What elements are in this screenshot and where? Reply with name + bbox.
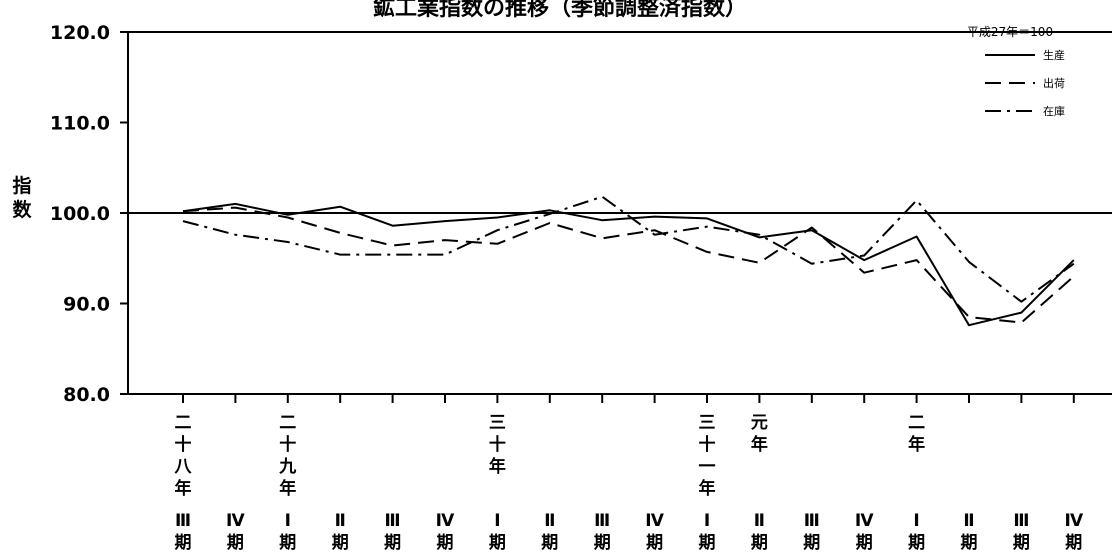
x-label-year-char: 十 (699, 434, 716, 455)
y-tick-label: 100.0 (50, 203, 110, 225)
x-label-year-char: 二 (175, 413, 192, 433)
y-tick-label: 120.0 (50, 22, 110, 44)
x-label-year-char: 元 (751, 413, 768, 433)
x-label-quarter-char: 期 (699, 533, 716, 553)
x-axis-ticks (182, 394, 1075, 403)
x-label-quarter-char: 期 (646, 533, 663, 553)
x-label-year-char: 十 (489, 434, 506, 455)
x-label-quarter-char: 期 (803, 533, 820, 553)
x-label-quarter-char: 期 (961, 533, 978, 553)
x-label-quarter-char: 期 (1013, 533, 1030, 553)
x-label-year-char: 年 (279, 478, 296, 499)
x-label-quarter-char: 期 (489, 533, 506, 553)
x-label-quarter-char: Ⅲ (804, 511, 820, 531)
x-label-quarter-char: Ⅰ (704, 511, 710, 531)
x-label-quarter-char: 期 (1065, 533, 1082, 553)
series-line-3 (182, 195, 1075, 303)
x-label-quarter-char: Ⅱ (754, 511, 765, 531)
chart-title: 鉱工業指数の推移（季節調整済指数） (373, 0, 747, 21)
x-label-quarter-char: Ⅰ (494, 511, 500, 531)
x-label-quarter-char: 期 (384, 533, 401, 553)
x-label-year-char: 年 (175, 478, 192, 499)
legend-label-1: 生産 (1043, 48, 1065, 62)
y-tick-label: 110.0 (50, 113, 110, 135)
x-label-year-char: 年 (489, 456, 506, 477)
series-line-1 (182, 202, 1075, 327)
x-label-quarter-char: Ⅱ (963, 511, 974, 531)
x-label-quarter-char: 期 (279, 533, 296, 553)
x-label-quarter-char: Ⅱ (335, 511, 346, 531)
x-label-quarter-char: Ⅰ (913, 511, 919, 531)
x-label-quarter-char: 期 (437, 533, 454, 553)
x-label-quarter-char: Ⅰ (285, 511, 291, 531)
y-axis-label-char-2: 数 (12, 198, 32, 221)
x-axis-labels: 二十八年Ⅲ期Ⅳ期二十九年Ⅰ期Ⅱ期Ⅲ期Ⅳ期三十年Ⅰ期Ⅱ期Ⅲ期Ⅳ期三十一年Ⅰ期元年Ⅱ… (175, 413, 1084, 553)
x-label-year-char: 一 (699, 457, 716, 477)
x-label-quarter-char: Ⅳ (436, 511, 455, 531)
x-label-year-char: 三 (489, 413, 506, 433)
x-label-quarter-char: 期 (332, 533, 349, 553)
x-label-quarter-char: Ⅱ (544, 511, 555, 531)
x-label-quarter-char: Ⅲ (385, 511, 401, 531)
series-lines (182, 195, 1075, 327)
x-label-year-char: 年 (699, 478, 716, 499)
series-line-2 (182, 206, 1075, 324)
x-label-quarter-char: Ⅳ (1064, 511, 1083, 531)
legend-label-3: 在庫 (1043, 104, 1065, 118)
x-label-year-char: 年 (751, 434, 768, 455)
x-label-year-char: 年 (908, 434, 925, 455)
x-label-quarter-char: 期 (541, 533, 558, 553)
x-label-year-char: 九 (278, 457, 296, 477)
y-tick-label: 80.0 (63, 384, 110, 406)
x-label-year-char: 十 (279, 434, 296, 455)
x-label-quarter-char: Ⅳ (645, 511, 664, 531)
x-label-year-char: 十 (175, 434, 192, 455)
y-axis-label-char-1: 指 (12, 175, 31, 197)
x-label-quarter-char: Ⅲ (175, 511, 191, 531)
y-tick-label: 90.0 (63, 294, 110, 316)
x-label-quarter-char: 期 (227, 533, 244, 553)
legend-label-2: 出荷 (1043, 76, 1065, 90)
y-axis-ticks: 120.0 110.0 100.0 90.0 80.0 (50, 22, 128, 406)
x-label-quarter-char: Ⅲ (1013, 511, 1029, 531)
x-label-quarter-char: 期 (908, 533, 925, 553)
x-label-quarter-char: Ⅲ (594, 511, 610, 531)
x-label-quarter-char: Ⅳ (855, 511, 874, 531)
x-label-year-char: 二 (908, 413, 925, 433)
x-label-year-char: 三 (699, 413, 716, 433)
x-label-year-char: 二 (279, 413, 296, 433)
x-label-quarter-char: 期 (856, 533, 873, 553)
x-label-quarter-char: Ⅳ (226, 511, 245, 531)
x-label-quarter-char: 期 (594, 533, 611, 553)
x-label-year-char: 八 (175, 457, 193, 477)
x-label-quarter-char: 期 (751, 533, 768, 553)
x-label-quarter-char: 期 (175, 533, 192, 553)
